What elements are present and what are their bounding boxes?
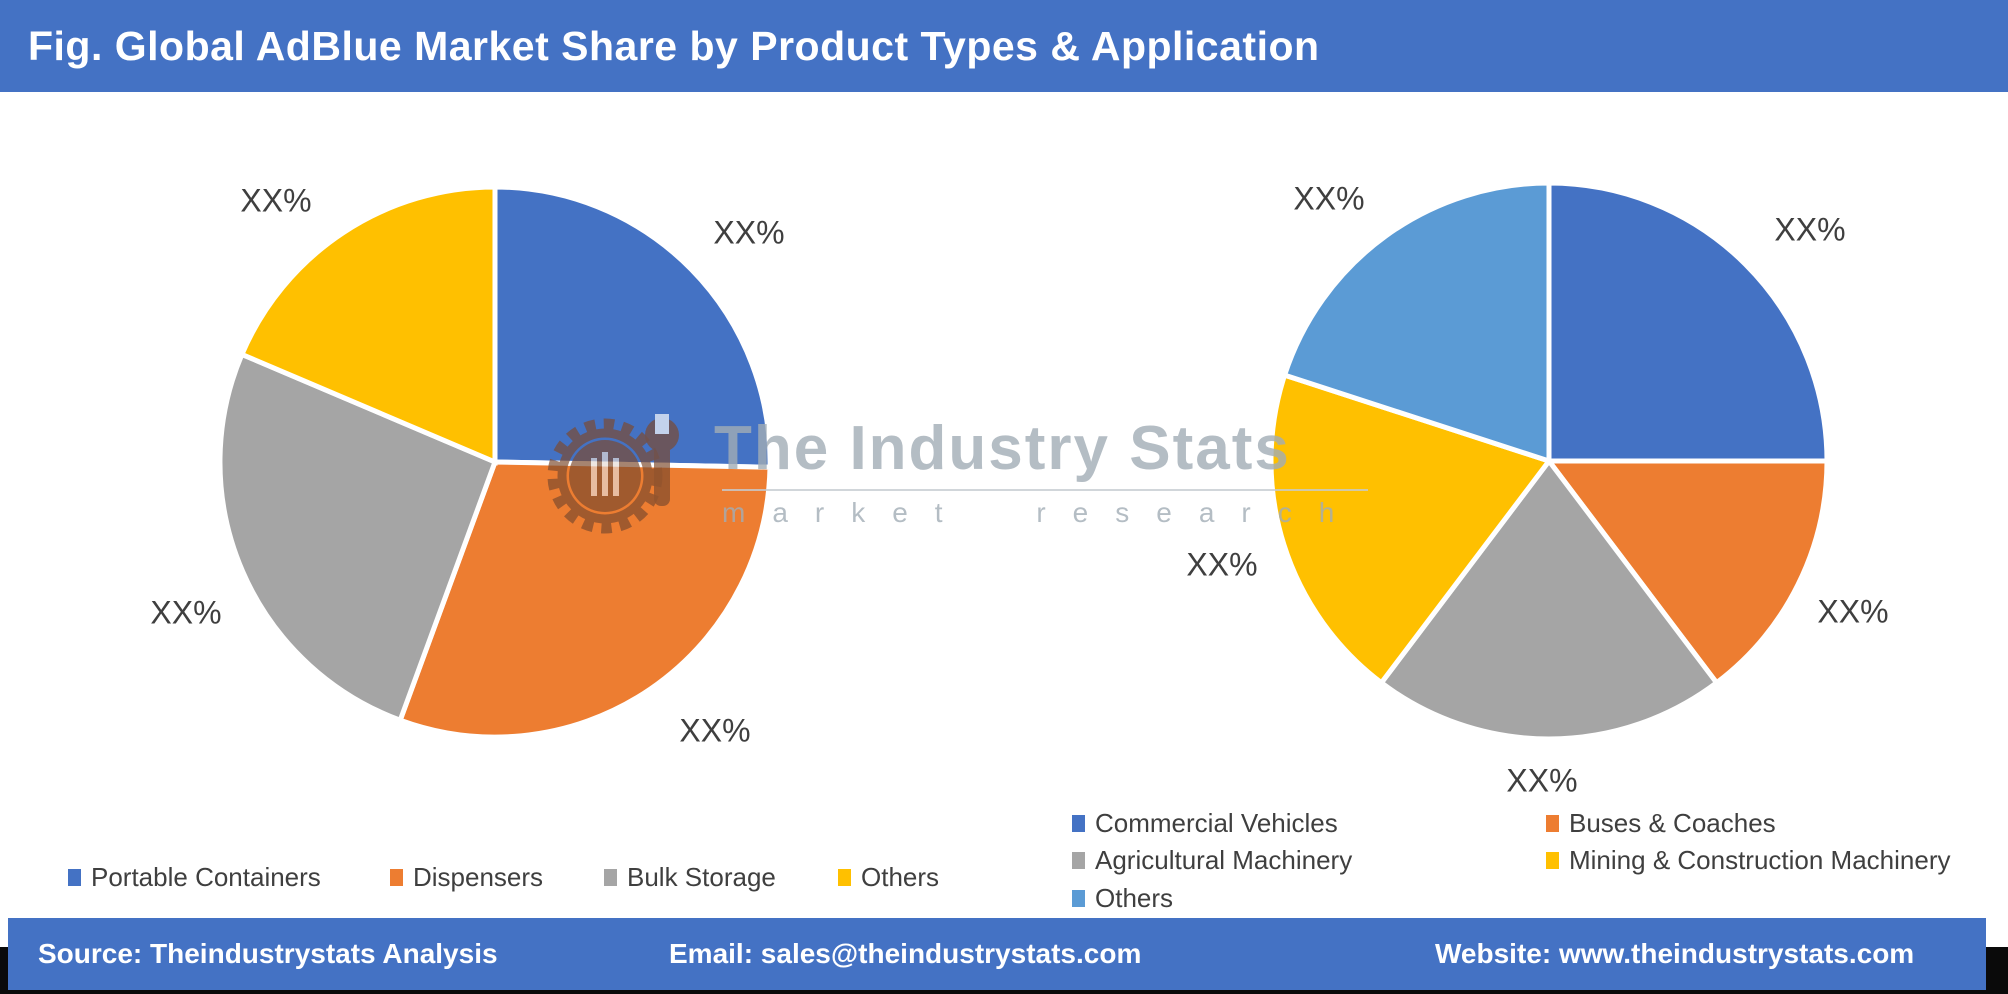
data-label-dispensers: XX% <box>679 712 751 749</box>
watermark-divider <box>722 489 1368 491</box>
figure-title: Fig. Global AdBlue Market Share by Produ… <box>28 23 1320 69</box>
legend-label: Others <box>1095 882 1174 913</box>
legend-label: Dispensers <box>413 861 544 892</box>
legend-item-others: Others <box>1072 881 1173 915</box>
footer-website: Website: www.theindustrystats.com <box>1435 938 1915 969</box>
footer-edge-bottom <box>0 990 2008 994</box>
legend-swatch-commercial-vehicles <box>1072 814 1085 832</box>
gear-and-wrench-logo-icon <box>547 414 679 534</box>
legend-label: Portable Containers <box>91 861 321 892</box>
footer-source: Source: Theindustrystats Analysis <box>38 938 498 969</box>
legend-swatch-buses-coaches <box>1546 814 1559 832</box>
pie-slice-bulk-storage <box>217 351 499 724</box>
footer-email: Email: sales@theindustrystats.com <box>669 938 1142 969</box>
legend-label: Buses & Coaches <box>1569 807 1776 838</box>
legend-item-commercial-vehicles: Commercial Vehicles <box>1072 806 1338 840</box>
pie-chart-application <box>1268 180 1830 742</box>
footer-bar: Source: Theindustrystats Analysis Email:… <box>8 918 1986 990</box>
data-label-others: XX% <box>240 182 312 219</box>
data-label-buses-coaches: XX% <box>1817 593 1889 630</box>
pie-slice-buses-coaches <box>1543 458 1830 687</box>
legend-swatch-others <box>1072 889 1085 907</box>
legend-swatch-others <box>838 868 851 886</box>
watermark-tagline: market research <box>722 497 1362 528</box>
legend-item-dispensers: Dispensers <box>390 860 543 894</box>
data-label-others: XX% <box>1293 180 1365 217</box>
legend-item-mining-construction-machinery: Mining & Construction Machinery <box>1546 843 1951 877</box>
legend-label: Commercial Vehicles <box>1095 807 1338 838</box>
legend-item-buses-coaches: Buses & Coaches <box>1546 806 1776 840</box>
legend-label: Agricultural Machinery <box>1095 844 1353 875</box>
data-label-agricultural-machinery: XX% <box>1506 762 1578 799</box>
legend-label: Mining & Construction Machinery <box>1569 844 1951 875</box>
legend-swatch-dispensers <box>390 868 403 886</box>
legend-item-others: Others <box>838 860 939 894</box>
pie-slice-portable-containers <box>492 184 773 470</box>
data-label-commercial-vehicles: XX% <box>1774 211 1846 248</box>
legend-item-portable-containers: Portable Containers <box>68 860 321 894</box>
legend-item-agricultural-machinery: Agricultural Machinery <box>1072 843 1352 877</box>
pie-slice-others <box>238 184 498 466</box>
pie-slice-mining-construction-machinery <box>1268 371 1554 687</box>
legend-label: Bulk Storage <box>627 861 776 892</box>
watermark-brand-text: The Industry Stats <box>714 414 1291 483</box>
pie-slice-dispensers <box>396 459 773 740</box>
footer-edge-right <box>1986 947 2008 994</box>
data-label-bulk-storage: XX% <box>150 594 222 631</box>
pie-slice-others <box>1281 180 1552 465</box>
legend-swatch-bulk-storage <box>604 868 617 886</box>
pie-slice-agricultural-machinery <box>1377 456 1721 742</box>
data-label-mining-construction-machinery: XX% <box>1186 546 1258 583</box>
data-label-portable-containers: XX% <box>713 214 785 251</box>
footer-edge-left <box>0 947 8 994</box>
header-bar: Fig. Global AdBlue Market Share by Produ… <box>0 0 2008 92</box>
pie-chart-product-types <box>217 184 773 740</box>
legend-label: Others <box>861 861 940 892</box>
legend-swatch-mining-construction-machinery <box>1546 851 1559 869</box>
legend-item-bulk-storage: Bulk Storage <box>604 860 776 894</box>
legend-swatch-agricultural-machinery <box>1072 851 1085 869</box>
legend-swatch-portable-containers <box>68 868 81 886</box>
pie-slice-commercial-vehicles <box>1546 180 1830 464</box>
